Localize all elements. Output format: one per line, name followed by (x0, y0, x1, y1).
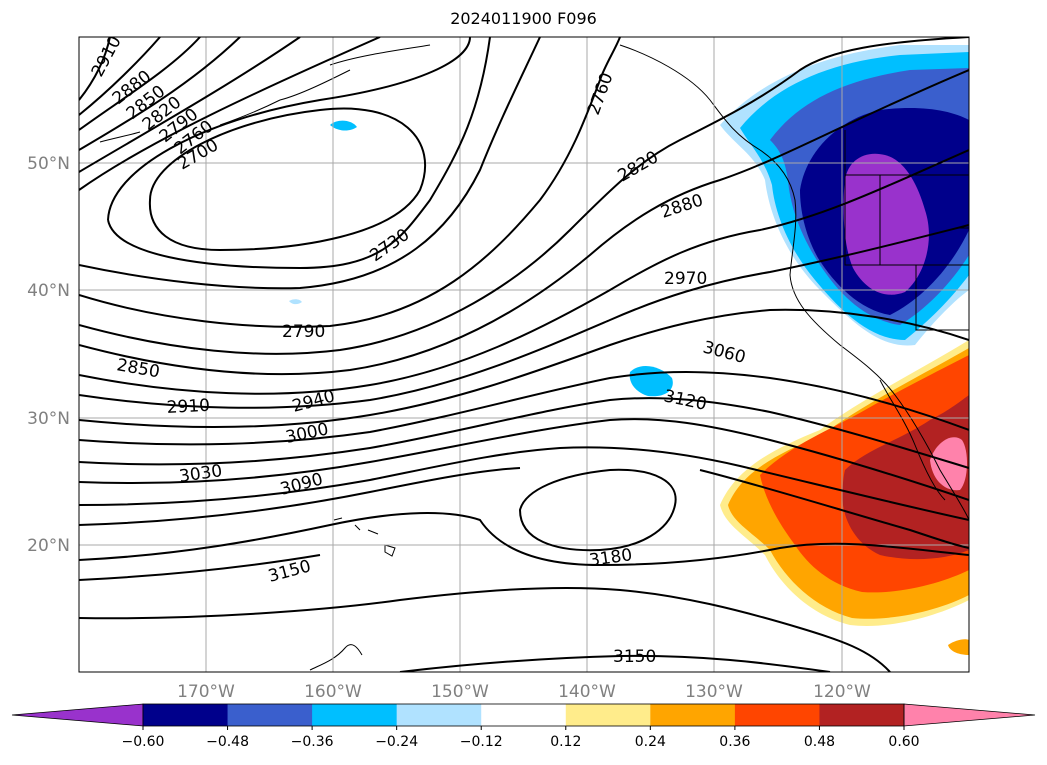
lat-label: 20°N (27, 536, 70, 556)
colorbar-tick-label: −0.48 (206, 734, 249, 750)
colorbar-tick-label: −0.60 (122, 734, 165, 750)
contour-label: 2970 (664, 269, 707, 289)
colorbar-tick-label: 0.48 (804, 734, 835, 750)
contour-label: 2790 (282, 322, 325, 342)
colorbar-tick-label: 0.12 (550, 734, 581, 750)
lat-label: 50°N (27, 154, 70, 174)
map-area (79, 37, 969, 672)
lat-label: 30°N (27, 409, 70, 429)
contour-label: 2880 (658, 190, 705, 222)
lon-label: 120°W (813, 682, 871, 702)
longitude-labels: 170°W 160°W 150°W 140°W 130°W 120°W (177, 682, 871, 702)
colorbar-segment (481, 704, 567, 726)
colorbar-extend-low (11, 703, 144, 727)
contour-label: 3150 (266, 556, 313, 587)
contour-label: 3060 (701, 338, 748, 369)
lon-label: 160°W (304, 682, 362, 702)
colorbar-outline (142, 703, 905, 727)
contour-label: 2940 (290, 386, 337, 417)
coastlines (99, 44, 969, 671)
colorbar: −0.60 −0.48 −0.36 −0.24 −0.12 0.12 0.24 0.36 0.4… (11, 703, 1036, 750)
contour-label: 2760 (584, 70, 618, 117)
negative-anomaly-field (289, 45, 969, 397)
colorbar-tick-label: −0.24 (375, 734, 418, 750)
colorbar-tick-label: 0.24 (635, 734, 666, 750)
height-contours (79, 37, 969, 672)
contour-label: 3150 (613, 647, 656, 667)
colorbar-tick-label: 0.60 (888, 734, 919, 750)
positive-anomaly-field (720, 340, 969, 655)
colorbar-segment (143, 704, 229, 726)
lon-label: 150°W (431, 682, 489, 702)
colorbar-segment (734, 704, 820, 726)
lon-label: 130°W (685, 682, 743, 702)
latitude-labels: 50°N 40°N 30°N 20°N (27, 154, 70, 556)
contour-label: 3120 (662, 386, 708, 415)
contour-label: 3180 (588, 545, 634, 571)
colorbar-segment (650, 704, 736, 726)
colorbar-segment (312, 704, 398, 726)
lat-label: 40°N (27, 281, 70, 301)
colorbar-tick-label: −0.12 (460, 734, 503, 750)
lon-label: 170°W (177, 682, 235, 702)
map-title: 2024011900 F096 (450, 9, 597, 28)
contour-label: 2910 (166, 396, 210, 418)
contour-label: 2850 (115, 355, 161, 382)
colorbar-segment (565, 704, 651, 726)
map-frame (78, 36, 970, 673)
colorbar-segment (396, 704, 482, 726)
lon-label: 140°W (558, 682, 616, 702)
contour-labels: 2910 2880 2850 2820 2790 2760 2700 2730 … (88, 33, 748, 667)
colorbar-tick-label: 0.36 (719, 734, 750, 750)
colorbar-tick-label: −0.36 (291, 734, 334, 750)
contour-label: 2820 (615, 147, 662, 186)
colorbar-extend-high (903, 703, 1036, 727)
colorbar-segment (227, 704, 313, 726)
contour-label: 2910 (88, 33, 126, 81)
colorbar-segment (819, 704, 905, 726)
